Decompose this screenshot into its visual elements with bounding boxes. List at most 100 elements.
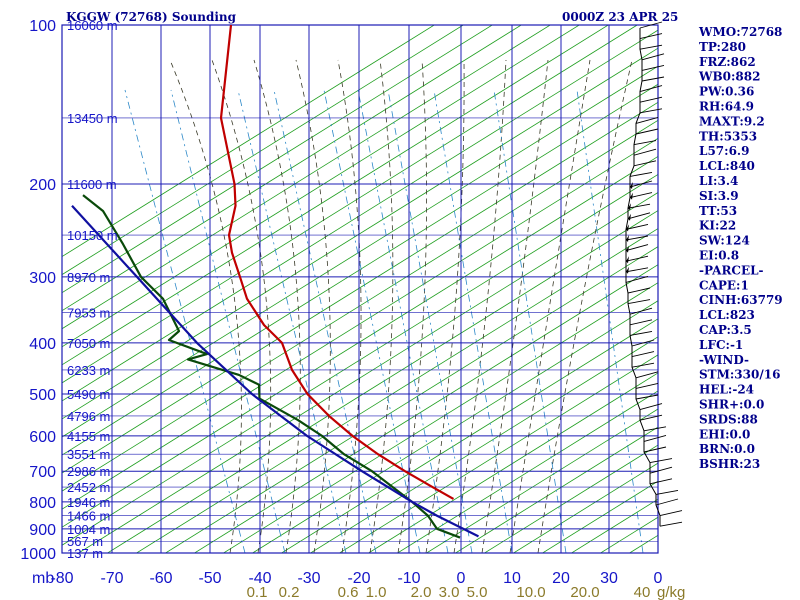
wind-barb-icon xyxy=(629,171,653,177)
pressure-tick-label: 500 xyxy=(29,387,56,404)
height-label: 5490 m xyxy=(67,387,110,402)
pressure-tick-label: 400 xyxy=(29,336,56,353)
height-label: 2452 m xyxy=(67,480,110,495)
temperature-tick-label: -80 xyxy=(50,570,73,587)
mixing-ratio-label: 2.0 xyxy=(411,584,432,600)
wind-barb-icon xyxy=(627,212,651,220)
wind-barb-icon xyxy=(631,339,655,347)
moist-adiabat xyxy=(481,59,549,553)
wind-barb-icon xyxy=(639,33,663,40)
temperature-tick-label: 10 xyxy=(503,570,521,587)
stat-item: LCL:840 xyxy=(699,159,755,173)
mixing-ratio-label: 0.1 xyxy=(247,584,268,600)
wind-pennant-icon xyxy=(626,235,629,242)
wind-barb-icon xyxy=(633,160,657,167)
wind-barb-icon xyxy=(625,267,649,273)
height-label: 11600 m xyxy=(67,177,117,192)
stat-item: HEL:-24 xyxy=(699,383,754,397)
height-label: 13450 m xyxy=(67,111,118,126)
dry-adiabat xyxy=(62,119,658,492)
wind-barb-icon xyxy=(625,223,649,230)
wind-barb-icon xyxy=(629,330,653,336)
chart-time: 0000Z 23 APR 25 xyxy=(562,10,678,24)
wind-barb-icon xyxy=(635,371,659,379)
dry-adiabat xyxy=(62,47,658,420)
wind-barb-icon xyxy=(631,362,655,368)
wind-barb-icon xyxy=(625,275,649,283)
height-label: 137 m xyxy=(67,546,103,561)
wind-barb-icon xyxy=(643,446,667,453)
wind-barb-icon xyxy=(649,478,673,485)
height-label: 1946 m xyxy=(67,495,110,510)
height-label: 7050 m xyxy=(67,336,110,351)
mixing-ratio-line xyxy=(170,89,286,553)
mixing-ratio-line xyxy=(433,89,513,553)
wind-pennant-icon xyxy=(630,192,633,200)
dry-adiabat xyxy=(135,228,658,553)
dry-adiabat xyxy=(396,390,658,553)
dry-adiabat xyxy=(62,25,610,366)
wind-barb-icon xyxy=(631,351,655,358)
pressure-tick-label: 600 xyxy=(29,429,56,446)
dry-adiabat xyxy=(62,25,581,348)
stat-item: LI:3.4 xyxy=(699,174,738,188)
mixing-ratio-line xyxy=(124,89,246,553)
pressure-tick-label: 1000 xyxy=(20,546,56,563)
temperature-tick-label: -30 xyxy=(297,570,320,587)
mixing-ratio-label: 40 xyxy=(634,584,651,600)
wind-pennant-icon xyxy=(626,256,629,264)
dry-adiabat xyxy=(338,354,658,553)
stat-item: SW:124 xyxy=(699,234,750,248)
wind-barb-icon xyxy=(629,192,653,199)
dry-adiabat xyxy=(62,25,465,276)
wind-barb-icon xyxy=(639,403,663,411)
temperature-tick-label: 30 xyxy=(600,570,618,587)
temperature-tick-label: -20 xyxy=(347,570,370,587)
wind-barb-icon xyxy=(625,235,649,241)
dry-adiabat xyxy=(309,336,658,553)
stat-item: SI:3.9 xyxy=(699,189,739,203)
wind-barb-icon xyxy=(635,382,659,389)
wind-barb-icon xyxy=(639,96,663,103)
temperature-tick-label: -70 xyxy=(100,570,123,587)
wind-barb-icon xyxy=(641,76,665,82)
chart-title: KGGW (72768) Sounding xyxy=(66,10,237,24)
stat-item: PW:0.36 xyxy=(699,85,754,99)
dry-adiabat xyxy=(541,480,658,553)
height-label: 1466 m xyxy=(67,509,110,524)
moist-adiabat xyxy=(537,59,633,553)
stats-panel: WMO:72768TP:280FRZ:862WB0:882PW:0.36RH:6… xyxy=(698,25,783,471)
wind-barb-icon xyxy=(641,64,665,71)
height-label: 1004 m xyxy=(67,522,110,537)
stat-item: KI:22 xyxy=(699,219,736,233)
stat-item: CAPE:1 xyxy=(699,278,749,292)
pressure-tick-label: 800 xyxy=(29,495,56,512)
wind-pennant-icon xyxy=(626,224,629,232)
wind-barb-icon xyxy=(635,116,659,124)
stat-item: SHR+:0.0 xyxy=(699,398,764,412)
mixing-ratio-label: 20.0 xyxy=(570,584,599,600)
dry-adiabat xyxy=(62,25,494,294)
stat-item: TP:280 xyxy=(699,40,746,54)
wind-barb-icon xyxy=(655,489,679,495)
wind-barb-icon xyxy=(639,108,663,114)
mixing-ratio-line xyxy=(576,89,644,553)
dry-adiabat xyxy=(62,25,523,312)
wind-barb-icon xyxy=(639,85,663,93)
dry-adiabat xyxy=(62,25,639,384)
wind-barb-icon xyxy=(625,244,649,252)
moist-adiabat xyxy=(169,59,242,553)
mixing-ratio-unit: g/kg xyxy=(657,584,685,600)
temperature-tick-label: 0 xyxy=(654,570,663,587)
profile-layer xyxy=(71,25,479,539)
height-label: 8970 m xyxy=(67,270,110,285)
dry-adiabat xyxy=(251,300,658,553)
stat-item: FRZ:862 xyxy=(699,55,756,69)
temperature-tick-label: -40 xyxy=(248,570,271,587)
dry-adiabat xyxy=(454,426,658,553)
wind-barb-icon xyxy=(629,319,653,326)
mixing-ratio-label: 0.6 xyxy=(338,584,359,600)
